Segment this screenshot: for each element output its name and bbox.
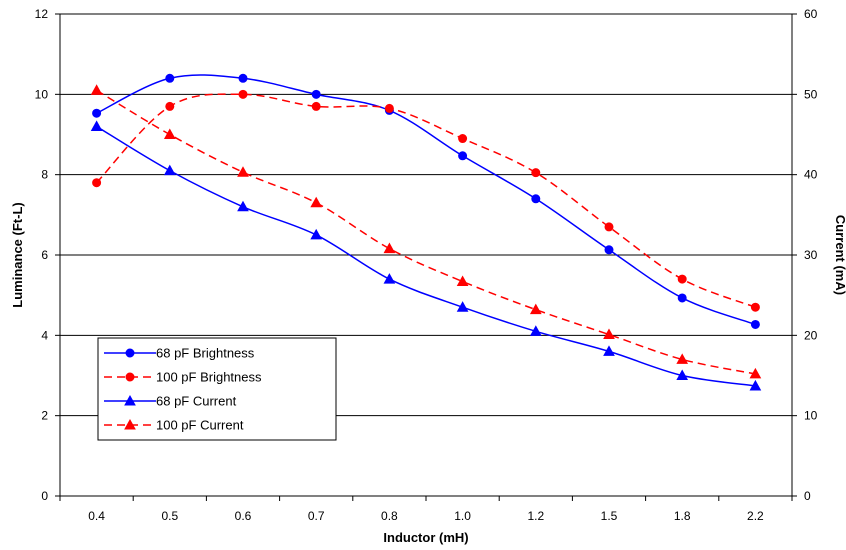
data-point (750, 302, 760, 312)
tick-labels: 0 2 4 6 8 10 12 0 10 20 30 40 50 60 0.4 0.5 0.6 0.7 0.8 1.0… (35, 7, 818, 523)
data-point (92, 178, 102, 188)
legend: 68 pF Brightness 100 pF Brightness 68 pF C… (97, 337, 337, 441)
legend-marker (124, 418, 136, 430)
gridlines (60, 93, 792, 417)
y2-tick-label: 50 (804, 87, 818, 101)
series-line (96, 125, 756, 387)
y2-tick-label: 0 (804, 489, 811, 503)
axes (55, 13, 797, 501)
legend-box (97, 337, 337, 441)
data-point (677, 274, 687, 284)
data-point (531, 168, 541, 178)
legend-item: 100 pF Current (104, 418, 244, 433)
series-2 (92, 89, 760, 312)
legend-item: 68 pF Brightness (104, 346, 255, 361)
data-point (458, 134, 468, 144)
y2-tick-label: 10 (804, 409, 818, 423)
data-point (163, 128, 176, 139)
y-tick-label: 8 (41, 168, 48, 182)
y2-axis-title: Current (mA) (833, 215, 846, 295)
data-point (749, 367, 762, 379)
data-point (310, 196, 323, 208)
legend-item: 68 pF Current (104, 394, 237, 409)
y-tick-label: 6 (41, 248, 48, 262)
data-point (456, 301, 469, 312)
series-line (96, 93, 756, 308)
data-point (311, 89, 321, 99)
data-point (165, 73, 175, 83)
legend-marker (125, 372, 135, 382)
data-point (749, 379, 762, 391)
y-tick-label: 10 (35, 87, 49, 101)
x-tick-label: 1.8 (674, 509, 691, 523)
data-point (677, 293, 687, 303)
data-point (603, 345, 615, 356)
x-tick-label: 0.7 (308, 509, 325, 523)
y2-tick-label: 20 (804, 328, 818, 342)
data-point (531, 194, 541, 204)
data-point (310, 228, 323, 240)
legend-marker (124, 394, 136, 406)
series-line (96, 74, 756, 326)
data-point (456, 275, 469, 287)
data-point (90, 120, 103, 131)
data-point (238, 73, 248, 83)
data-point (604, 222, 614, 232)
legend-item: 100 pF Brightness (104, 370, 262, 385)
data-point (603, 328, 615, 340)
legend-label: 68 pF Brightness (156, 346, 255, 361)
x-tick-label: 1.2 (527, 509, 544, 523)
data-point (311, 101, 321, 111)
data-point (529, 303, 542, 315)
data-point (383, 273, 396, 284)
x-tick-label: 0.5 (161, 509, 178, 523)
data-point (90, 84, 103, 95)
data-point (238, 89, 248, 99)
y-tick-label: 12 (35, 7, 49, 21)
data-point (383, 242, 396, 254)
legend-marker (125, 348, 135, 358)
data-point (676, 353, 689, 364)
data-point (384, 103, 394, 113)
data-point (604, 245, 614, 255)
data-point (676, 369, 689, 380)
x-tick-label: 2.2 (747, 509, 764, 523)
legend-label: 68 pF Current (156, 394, 237, 409)
data-point (165, 101, 175, 111)
y-tick-label: 2 (41, 409, 48, 423)
legend-label: 100 pF Brightness (156, 370, 262, 385)
series-4 (90, 84, 762, 379)
y-axis-title: Luminance (Ft-L) (10, 202, 25, 307)
x-tick-label: 1.5 (601, 509, 618, 523)
data-point (458, 151, 468, 161)
x-tick-label: 0.8 (381, 509, 398, 523)
x-tick-label: 0.6 (235, 509, 252, 523)
data-point (529, 325, 542, 336)
x-tick-label: 0.4 (88, 509, 105, 523)
data-point (237, 200, 249, 212)
data-point (92, 108, 102, 118)
y2-tick-label: 60 (804, 7, 818, 21)
x-axis-title: Inductor (mH) (383, 530, 468, 545)
series-line (96, 89, 756, 375)
data-point (163, 164, 176, 176)
y-tick-label: 4 (41, 328, 48, 342)
y-tick-label: 0 (41, 489, 48, 503)
series-3 (90, 120, 762, 391)
x-tick-label: 1.0 (454, 509, 471, 523)
data-point (237, 166, 249, 177)
data-point (750, 319, 760, 329)
series-1 (92, 73, 760, 329)
y2-tick-label: 40 (804, 168, 818, 182)
legend-label: 100 pF Current (156, 418, 244, 433)
series-layer (90, 73, 762, 391)
y2-tick-label: 30 (804, 248, 818, 262)
